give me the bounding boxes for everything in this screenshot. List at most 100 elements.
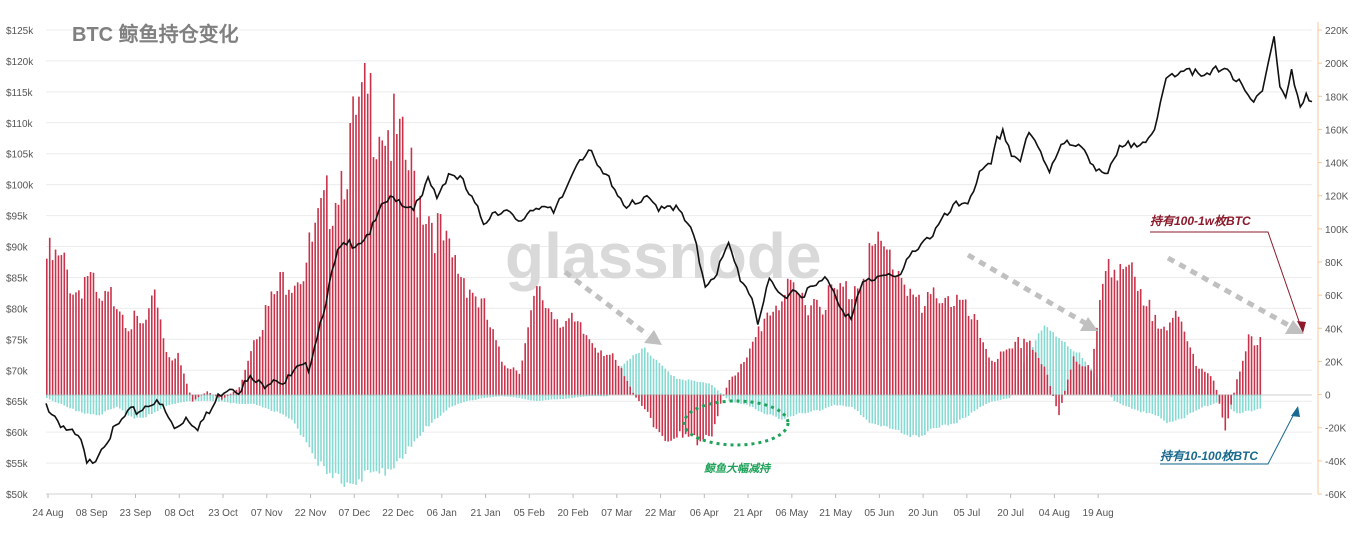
small-holder-bar — [830, 394, 833, 407]
trend-arrow — [1166, 255, 1292, 329]
small-holder-bar — [743, 394, 745, 405]
whale-bar — [486, 319, 489, 395]
small-holder-bar — [763, 394, 766, 414]
left-tick-label: $75k — [6, 335, 29, 346]
small-holder-bar — [918, 394, 920, 438]
whale-bar — [162, 338, 165, 395]
whale-bar — [673, 394, 675, 439]
x-tick-label: 20 Jun — [908, 508, 938, 519]
small-holder-bar — [247, 394, 249, 404]
small-holder-bar — [641, 348, 643, 395]
small-holder-bar — [46, 394, 48, 399]
whale-bar — [328, 229, 331, 395]
small-holder-bar — [781, 394, 783, 420]
x-tick-label: 05 Jul — [954, 508, 981, 519]
small-holder-bar — [804, 394, 807, 414]
whale-bar — [451, 257, 454, 395]
small-holder-bar — [328, 394, 331, 474]
small-holder-bar — [661, 365, 664, 395]
small-holder-bar — [1122, 394, 1124, 406]
whale-bar — [305, 262, 308, 395]
whale-bar — [991, 360, 993, 395]
whale-bar — [512, 367, 515, 395]
whale-bar — [293, 285, 296, 395]
whale-bar — [903, 284, 906, 395]
whale-bar — [915, 296, 917, 395]
small-holder-bar — [1259, 394, 1262, 409]
small-holder-bar — [206, 394, 209, 401]
small-holder-bar — [273, 394, 276, 412]
whale-bar — [433, 253, 436, 395]
whale-bar — [372, 157, 375, 395]
small-holder-bar — [48, 394, 51, 400]
whale-bar — [1011, 348, 1014, 395]
small-holder-bar — [1247, 394, 1250, 411]
x-tick-label: 06 Jan — [427, 508, 457, 519]
whale-bar — [168, 357, 171, 395]
whale-bar — [690, 394, 693, 437]
small-holder-bar — [355, 394, 357, 485]
small-holder-bar — [865, 394, 868, 420]
small-holder-bar — [679, 379, 681, 395]
small-holder-bar — [900, 394, 903, 434]
whale-bar — [600, 350, 602, 395]
small-holder-bar — [180, 394, 182, 403]
whale-bar — [626, 380, 629, 395]
whale-bar — [556, 319, 559, 395]
small-holder-bar — [944, 394, 947, 425]
small-holder-bar — [448, 394, 451, 408]
whale-bar — [206, 391, 209, 395]
whale-bar — [553, 319, 556, 395]
whale-bar — [54, 249, 57, 395]
small-holder-bar — [836, 394, 839, 406]
whale-bar — [194, 394, 197, 400]
whale-bar — [1174, 310, 1177, 395]
small-holder-bar — [197, 394, 200, 402]
whale-bar — [646, 394, 649, 412]
small-holder-bar — [75, 394, 77, 412]
x-tick-label: 20 Feb — [557, 508, 589, 519]
right-tick-label: 140K — [1325, 159, 1349, 170]
arrowhead-icon — [1291, 406, 1300, 417]
small-holder-bar — [390, 394, 392, 470]
small-holder-bar — [1204, 394, 1206, 406]
x-tick-label: 08 Sep — [76, 508, 108, 519]
small-holder-bar — [1064, 341, 1066, 395]
small-holder-bar — [378, 394, 381, 474]
whale-bar — [883, 246, 885, 395]
small-holder-bar — [877, 394, 879, 425]
right-axis: -60K -40K -20K 0 20K 40K 60K 80K 100K 120K 140K 160… — [1317, 22, 1349, 501]
small-holder-bar — [521, 394, 524, 399]
small-holder-bar — [871, 394, 874, 424]
small-holder-bar — [891, 394, 894, 430]
small-holder-bar — [148, 394, 150, 415]
whale-bar — [98, 298, 101, 395]
small-holder-bar — [576, 394, 579, 398]
whale-bar — [1180, 321, 1183, 395]
small-holder-bar — [1119, 394, 1122, 404]
whale-bar — [151, 295, 153, 395]
whale-bar — [588, 339, 591, 395]
x-tick-label: 21 Jan — [471, 508, 501, 519]
x-tick-label: 24 Aug — [32, 508, 63, 519]
small-holder-bar — [1134, 394, 1136, 410]
small-holder-bar — [842, 394, 844, 406]
whale-bar — [291, 292, 293, 395]
small-holder-bar — [422, 394, 424, 432]
small-holder-bar — [1061, 340, 1063, 395]
whale-bar — [509, 369, 512, 395]
whale-bar — [75, 292, 77, 395]
whale-bar — [133, 310, 136, 395]
small-holder-bar — [655, 359, 658, 395]
small-holder-bar — [110, 394, 112, 410]
whale-bar — [921, 312, 923, 395]
left-tick-label: $115k — [6, 88, 34, 99]
whale-bar — [708, 394, 710, 437]
small-holder-bar — [638, 352, 640, 395]
right-tick-label: 100K — [1325, 225, 1349, 236]
price-line — [45, 36, 1313, 465]
small-holder-bar — [209, 394, 211, 401]
small-holder-bar — [442, 394, 445, 413]
small-holder-bar — [524, 394, 526, 400]
x-tick-label: 21 May — [819, 508, 852, 519]
